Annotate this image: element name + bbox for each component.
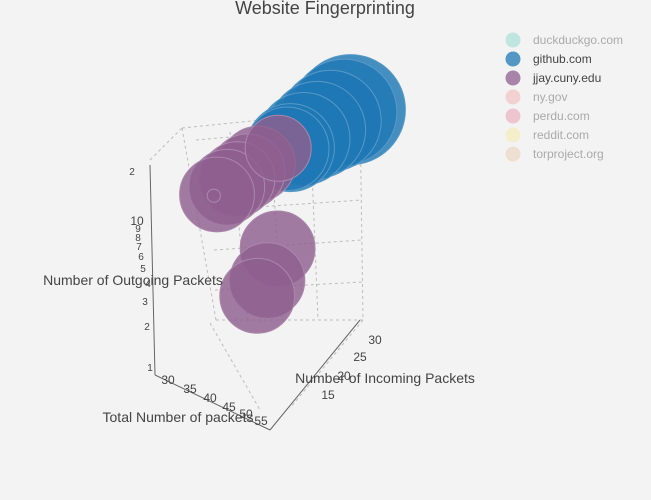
legend-marker xyxy=(505,70,521,86)
legend-label: duckduckgo.com xyxy=(533,33,623,47)
y-axis-tick-label: 20 xyxy=(337,369,351,383)
y-axis-tick-label: 15 xyxy=(321,388,335,402)
legend-marker xyxy=(505,51,521,67)
x-axis-tick-label: 40 xyxy=(203,391,217,405)
bubble-jjay-cuny-edu-8[interactable] xyxy=(244,114,312,182)
legend-label: github.com xyxy=(533,52,592,66)
legend-label: perdu.com xyxy=(533,109,590,123)
legend-item-duckduckgo-com[interactable]: duckduckgo.com xyxy=(505,32,624,48)
z-axis-title: Number of Outgoing Packets xyxy=(43,272,223,288)
z-axis-tick-label: 7 xyxy=(136,242,142,253)
x-axis-title: Total Number of packets xyxy=(103,409,254,425)
legend-item-torproject-org[interactable]: torproject.org xyxy=(505,146,604,162)
legend-label: reddit.com xyxy=(533,128,589,142)
legend-marker xyxy=(505,108,521,124)
legend-item-jjay-cuny-edu[interactable]: jjay.cuny.edu xyxy=(505,70,602,86)
z-axis-tick-label: 8 xyxy=(135,233,141,244)
z-axis-tick-label: 9 xyxy=(135,224,141,235)
z-axis-tick-label: 2 xyxy=(129,167,135,178)
x-axis-tick-label: 30 xyxy=(161,373,175,387)
x-axis-tick-label: 45 xyxy=(222,400,236,414)
legend-item-perdu-com[interactable]: perdu.com xyxy=(505,108,590,124)
bubble-layer[interactable] xyxy=(179,54,406,334)
x-axis-tick-label: 50 xyxy=(239,407,253,421)
legend-label: ny.gov xyxy=(533,90,567,104)
legend-label: torproject.org xyxy=(533,147,604,161)
x-axis-tick-label: 35 xyxy=(183,382,197,396)
z-axis-tick-label: 2 xyxy=(144,322,150,333)
legend-item-github-com[interactable]: github.com xyxy=(505,51,592,67)
legend-item-ny-gov[interactable]: ny.gov xyxy=(505,89,568,105)
z-axis-tick-label: 1 xyxy=(147,363,153,374)
chart-title: Website Fingerprinting xyxy=(235,0,415,18)
legend-marker xyxy=(505,32,521,48)
legend-marker xyxy=(505,127,521,143)
bubble-jjay-cuny-edu-7[interactable] xyxy=(219,257,296,334)
y-axis-tick-label: 25 xyxy=(353,350,367,364)
legend-label: jjay.cuny.edu xyxy=(532,71,601,85)
legend[interactable]: duckduckgo.com github.com jjay.cuny.edu ny.… xyxy=(505,32,624,162)
y-axis-tick-label: 30 xyxy=(368,333,382,347)
legend-marker xyxy=(505,146,521,162)
z-axis-tick-label: 6 xyxy=(138,252,144,263)
x-axis-tick-label: 55 xyxy=(254,414,268,428)
y-axis-title: Number of Incoming Packets xyxy=(295,370,475,386)
legend-item-reddit-com[interactable]: reddit.com xyxy=(505,127,590,143)
axis-lines xyxy=(149,164,361,431)
x-axis-ticks: 30 35 40 45 50 55 xyxy=(161,373,268,428)
bubble-jjay-cuny-edu-9[interactable] xyxy=(206,188,221,203)
z-axis-tick-label: 10 xyxy=(130,214,144,228)
legend-marker xyxy=(505,89,521,105)
z-axis-tick-label: 4 xyxy=(145,279,151,290)
z-axis-tick-label: 3 xyxy=(142,297,148,308)
z-axis-tick-label: 5 xyxy=(140,264,146,275)
